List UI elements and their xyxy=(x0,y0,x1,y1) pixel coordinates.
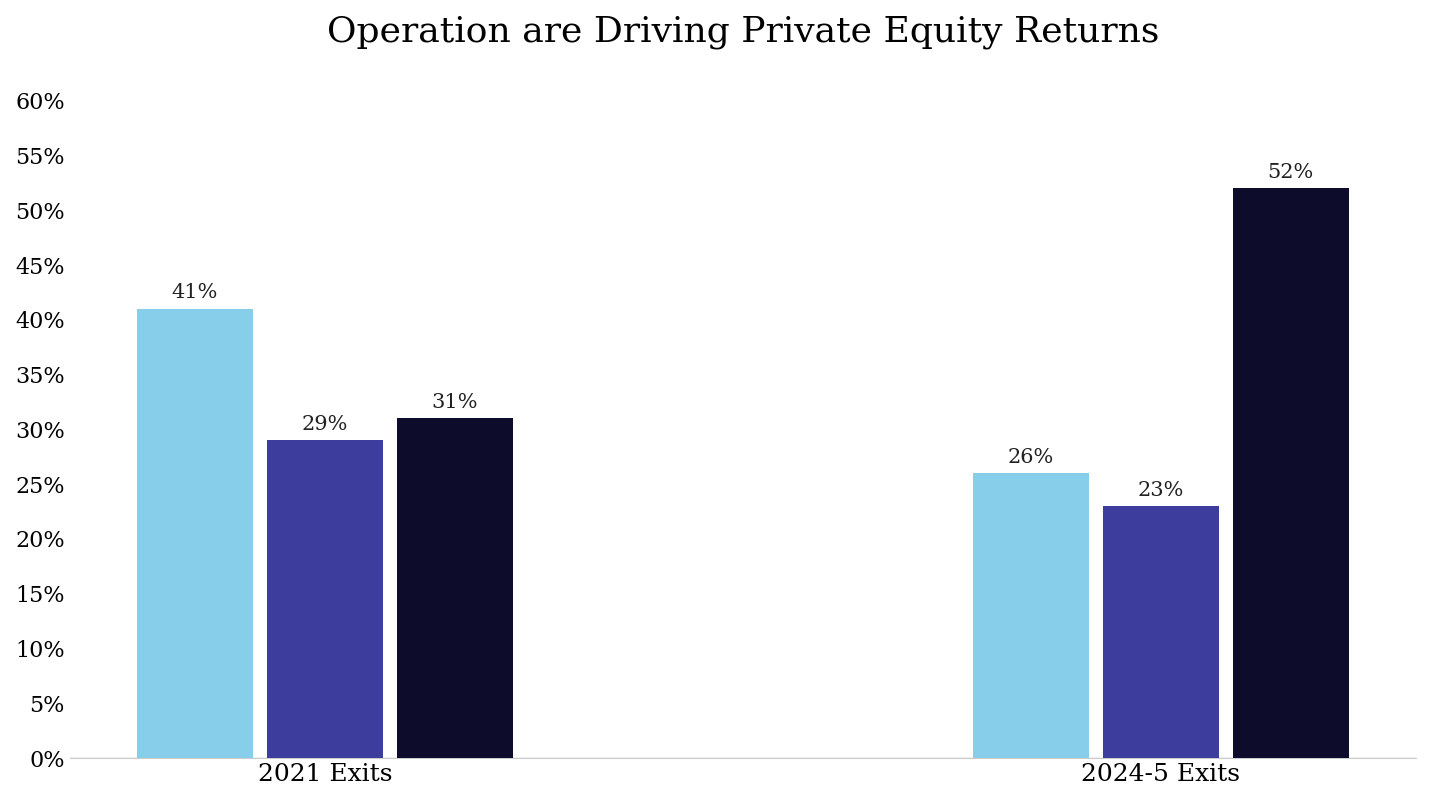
Bar xyxy=(396,418,512,758)
Text: 41%: 41% xyxy=(172,284,218,302)
Bar xyxy=(137,309,253,758)
Text: 52%: 52% xyxy=(1268,163,1314,182)
Text: 26%: 26% xyxy=(1007,448,1053,467)
Title: Operation are Driving Private Equity Returns: Operation are Driving Private Equity Ret… xyxy=(326,15,1159,49)
Text: 31%: 31% xyxy=(432,392,478,412)
Bar xyxy=(1232,188,1348,758)
Bar xyxy=(268,441,384,758)
Bar xyxy=(973,473,1089,758)
Bar xyxy=(1103,506,1219,758)
Text: 29%: 29% xyxy=(302,415,348,434)
Text: 23%: 23% xyxy=(1138,481,1183,500)
